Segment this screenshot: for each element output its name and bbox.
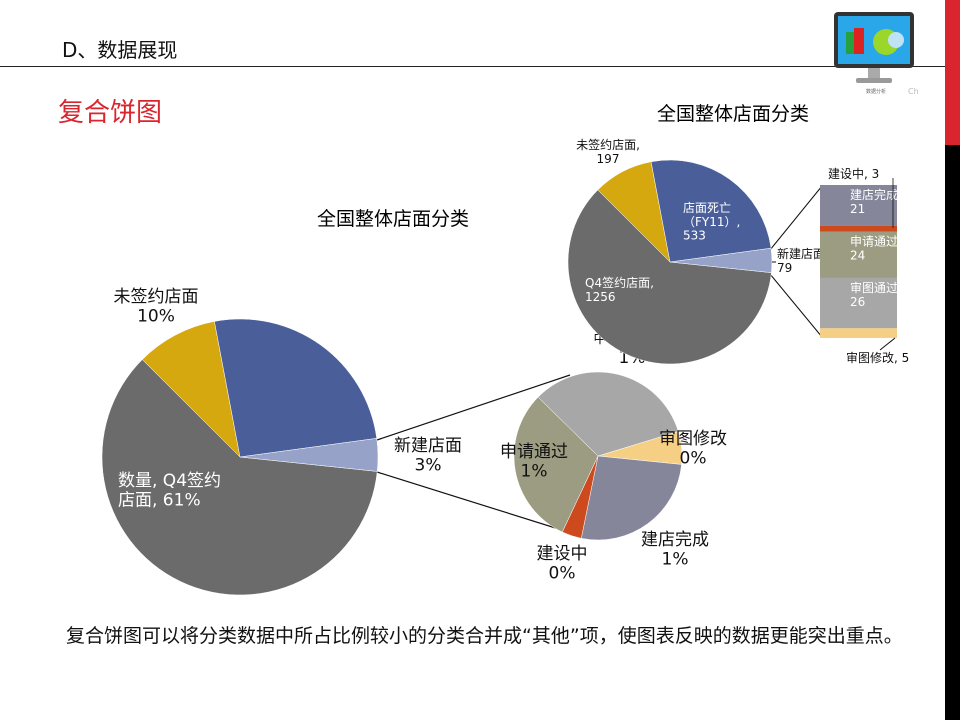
bar-segment-申请通过 [820, 231, 897, 278]
data-label: 建店完成 1% [641, 530, 709, 570]
bar-segment-建店完成 [820, 185, 897, 226]
section-title: D、数据展现 [62, 38, 178, 62]
leader-line [879, 337, 896, 351]
data-label: 建设中, 3 [828, 166, 879, 181]
bar-segment-审图通过 [820, 277, 897, 329]
chart-title: 全国整体店面分类 [317, 208, 469, 230]
pie-slice-新建店面 [669, 247, 773, 273]
connector-line [769, 273, 823, 338]
pie-slice-申请通过 [513, 396, 599, 533]
pie-slice-审图通过 [537, 371, 679, 457]
data-label: 审图修改, 5 [846, 350, 909, 365]
connector-line [376, 374, 571, 441]
chart-title: 全国整体店面分类 [657, 103, 809, 125]
footer-description: 复合饼图可以将分类数据中所占比例较小的分类合并成“其他”项，使图表反映的数据更能… [66, 625, 903, 647]
header-divider [0, 66, 945, 67]
pie-slice-Q4签约店面 [101, 359, 378, 596]
pie-slice-店面死亡FY11 [214, 318, 378, 458]
data-label: 建设中 0% [537, 544, 588, 584]
data-label: 数量, Q4签约店面, 61% [118, 471, 221, 511]
logo-caption: 数据分析 [866, 88, 886, 95]
pie-slice-建店完成 [580, 455, 682, 541]
logo-watermark: Ch [908, 87, 919, 96]
connector-line [769, 185, 823, 251]
data-label: 审图修改 0% [659, 429, 727, 469]
stacked-bar: 建店完成 21 申请通过 24 审图通过 26 [820, 185, 898, 338]
pie-slice-店面死亡FY11 [650, 159, 772, 263]
bar-segment-审图修改 [820, 328, 897, 338]
data-label: 新建店面 79 [777, 246, 825, 275]
slide-subtitle: 复合饼图 [58, 98, 163, 128]
bar-segment-建设中 [820, 225, 897, 232]
pie-slice-未签约店面 [142, 321, 241, 458]
pie-slice-新建店面 [239, 438, 379, 472]
data-label: Q4签约店面, 1256 [585, 275, 654, 304]
data-label: 未签约店面, 197 [576, 137, 640, 166]
data-label: 申请通过 24 [850, 234, 898, 262]
accent-bar [945, 0, 960, 145]
data-label: 新建店面 3% [394, 436, 462, 476]
data-label: 未签约店面 10% [114, 287, 199, 327]
connector-line [376, 471, 566, 532]
data-label: 申请通过 1% [500, 442, 568, 482]
data-label: 审图通过 26 [850, 280, 898, 309]
pie-of-pie-chart: 未签约店面 10% 新建店面 3% 数量, Q4签约店面, 61% 审图修改 0% 建店完成 1… [101, 287, 727, 596]
pie-slice-Q4签约店面 [567, 189, 772, 365]
data-label: 建店完成 21 [850, 187, 898, 216]
data-label: 店面死亡（FY11）, 533 [683, 201, 740, 243]
side-bar [945, 145, 960, 720]
monitor-logo: 数据分析 Ch [830, 8, 920, 98]
